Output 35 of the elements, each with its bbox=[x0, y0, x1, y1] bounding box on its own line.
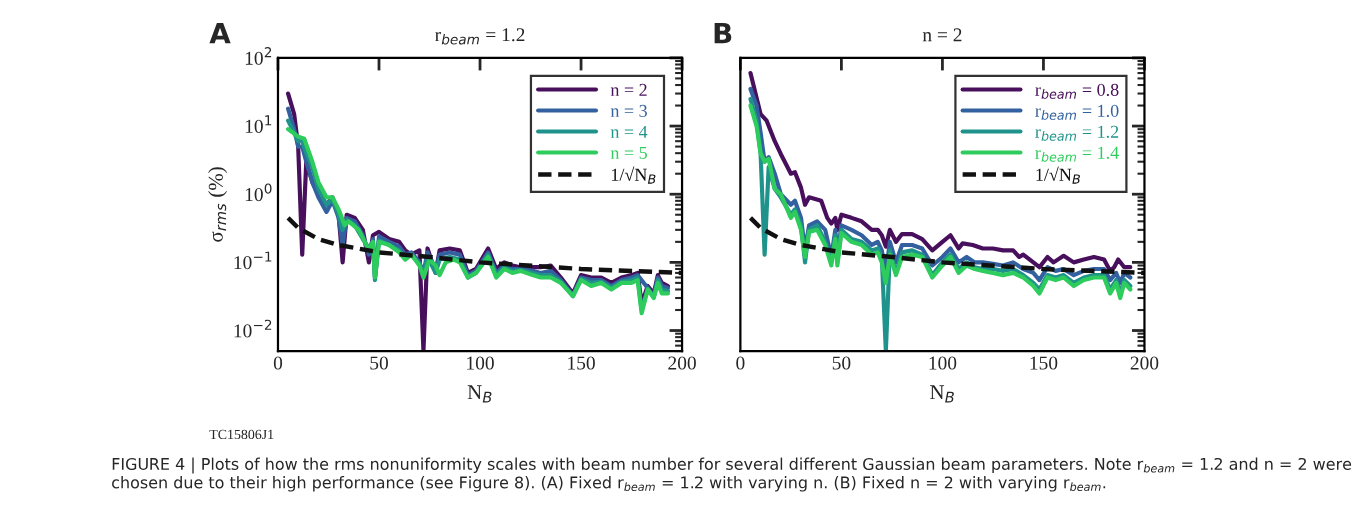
y-tick-label: 10$^{1}$ bbox=[245, 115, 272, 133]
legend-label: n = 4 bbox=[610, 125, 648, 138]
x-tick-label: 150 bbox=[1030, 356, 1058, 370]
legend-label: r$_{beam}$ = 1.0 bbox=[1035, 104, 1119, 120]
text: B bbox=[714, 23, 732, 44]
x-tick-label: 50 bbox=[370, 356, 388, 370]
legend-label: r$_{beam}$ = 1.2 bbox=[1035, 125, 1119, 141]
x-tick-label: 100 bbox=[467, 356, 494, 370]
legend-label: r$_{beam}$ = 0.8 bbox=[1035, 83, 1119, 99]
x-tick-label: 150 bbox=[568, 356, 595, 370]
x-axis-title: N$_{B}$ bbox=[467, 385, 492, 403]
line-series bbox=[285, 215, 683, 276]
legend-label: 1/√N$_{B}$ bbox=[611, 166, 656, 184]
x-tick-label: 200 bbox=[668, 356, 696, 370]
legend-label: n = 5 bbox=[610, 146, 647, 159]
y-tick-label: 10$^{2}$ bbox=[245, 47, 272, 65]
legend-label: n = 2 bbox=[610, 83, 647, 96]
chart-title: r$_{beam}$ = 1.2 bbox=[435, 28, 525, 45]
legend-label: 1/√N$_{B}$ bbox=[1036, 166, 1080, 184]
x-tick-label: 0 bbox=[736, 356, 745, 370]
y-axis-title: σ$_{rms}$ (%) bbox=[208, 167, 228, 242]
text: FIGURE 4 | Plots of how the rms nonuniformity scales with beam number for several different Gaussian beam parameters. Note r$_{beam}$ = 1.2 and n = 2 were chosen due to their high performance (see Figure 8). (A) Fixed r$_{beam}$ = 1.2 with varying n. (B) Fixed n = 2 with varying r$_{beam}$. bbox=[112, 457, 1352, 492]
legend-label: n = 3 bbox=[610, 104, 647, 117]
text: TC15806J1 bbox=[209, 429, 274, 440]
x-tick-label: 100 bbox=[929, 356, 957, 370]
y-tick-label: 10$^{−1}$ bbox=[234, 251, 272, 270]
chart-title: n = 2 bbox=[922, 28, 962, 42]
text: A bbox=[209, 23, 231, 44]
x-tick-label: 0 bbox=[273, 356, 283, 370]
y-tick-label: 10$^{−2}$ bbox=[234, 319, 272, 338]
x-axis-title: N$_{B}$ bbox=[930, 385, 954, 403]
legend-label: r$_{beam}$ = 1.4 bbox=[1035, 146, 1119, 162]
y-tick-label: 10$^{0}$ bbox=[245, 183, 272, 202]
x-tick-label: 200 bbox=[1130, 356, 1159, 370]
x-tick-label: 50 bbox=[832, 356, 851, 370]
